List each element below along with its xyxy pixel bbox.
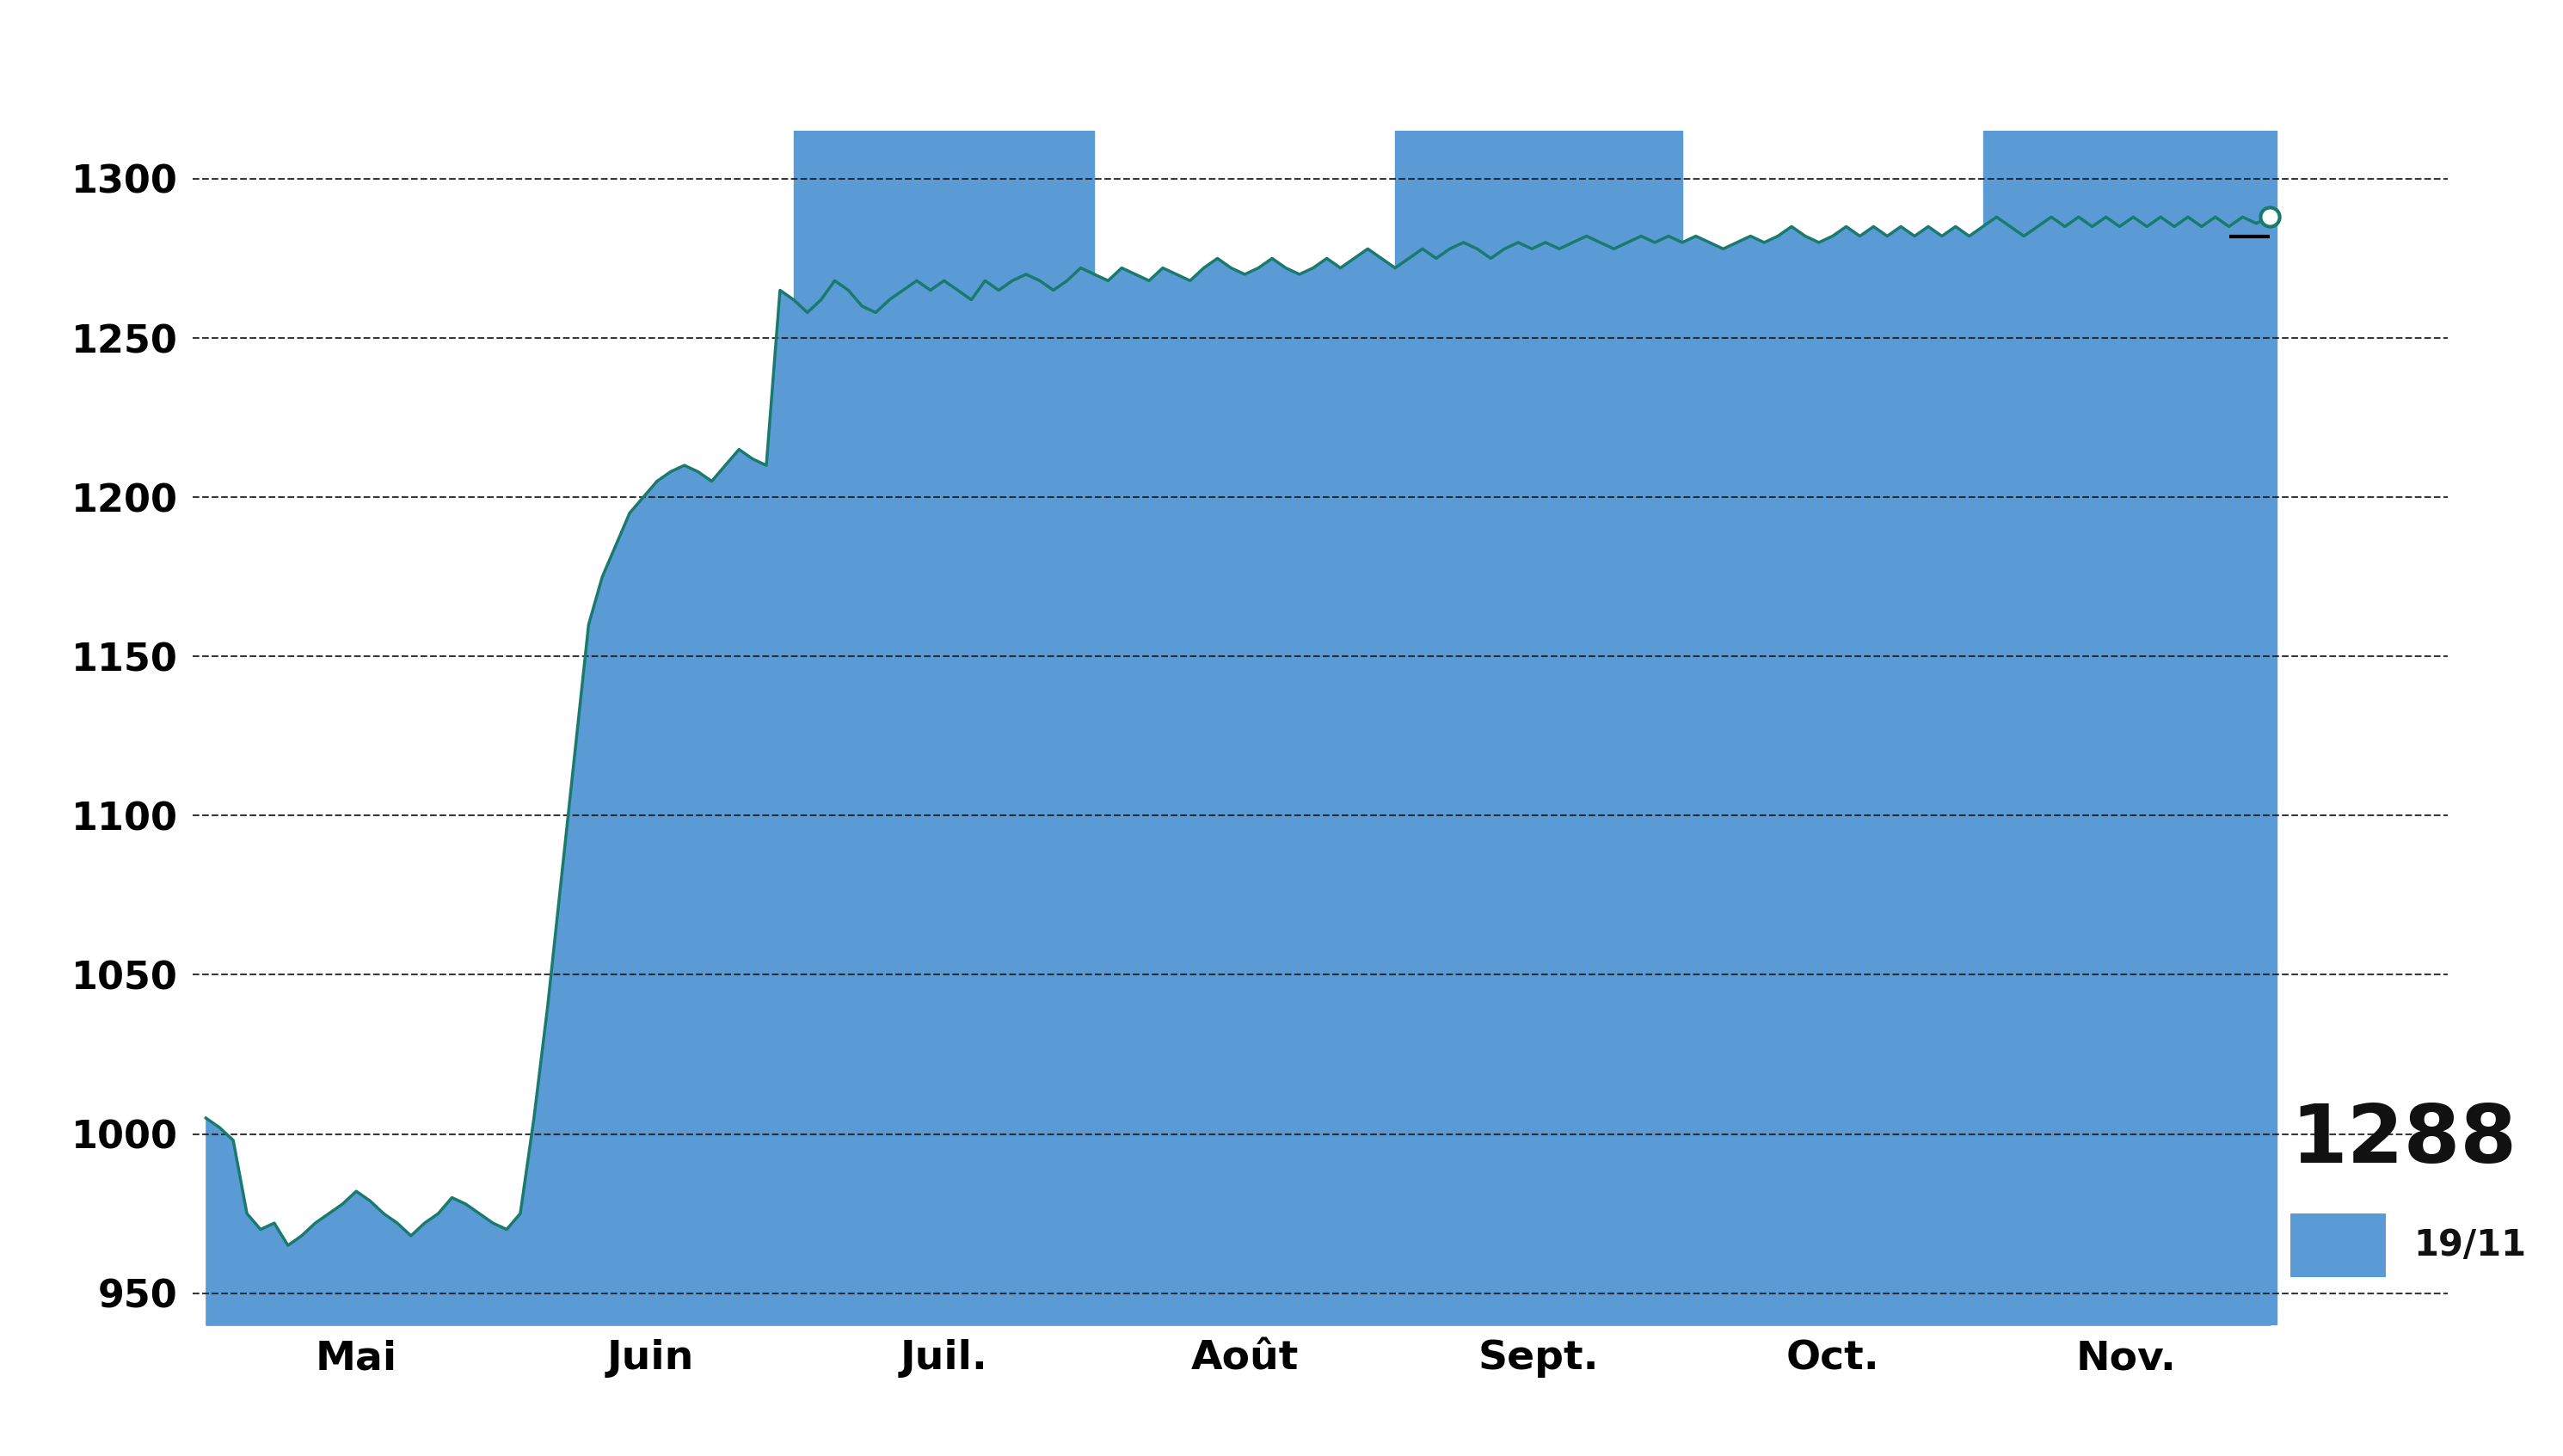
Bar — [1394, 131, 1681, 1325]
Text: 19/11: 19/11 — [2414, 1227, 2527, 1264]
Bar — [1984, 131, 2276, 1325]
Bar — [795, 131, 1094, 1325]
Text: Britvic PLC: Britvic PLC — [1012, 22, 1551, 109]
Bar — [2291, 1213, 2386, 1277]
Text: 1288: 1288 — [2291, 1101, 2517, 1179]
